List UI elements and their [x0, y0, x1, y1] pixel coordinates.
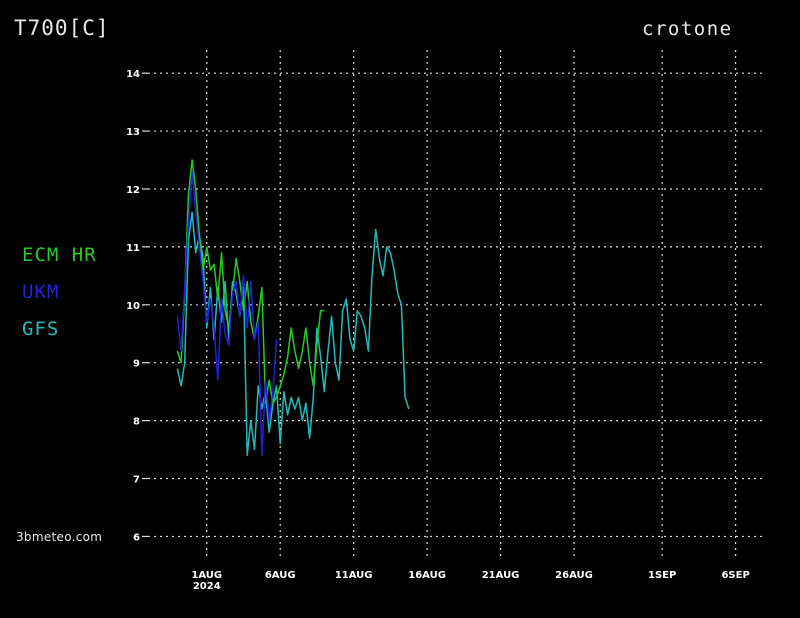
watermark: 3bmeteo.com: [16, 530, 103, 544]
x-tick-label: 21AUG: [482, 570, 520, 581]
series-line-ukm: [176, 170, 278, 457]
chart-title: T700[C]: [14, 16, 110, 40]
series-line-ecm-hr: [176, 159, 325, 404]
legend: ECM HR UKM GFS: [22, 240, 97, 351]
y-tick-label: 6: [133, 532, 140, 543]
y-tick-label: 9: [133, 359, 140, 370]
legend-item-ukm: UKM: [22, 281, 60, 303]
x-tick-label: 6SEP: [721, 570, 749, 581]
x-tick-label: 1AUG: [191, 570, 222, 581]
x-tick-label: 16AUG: [408, 570, 446, 581]
legend-item-gfs: GFS: [22, 318, 60, 340]
y-tick-label: 13: [126, 127, 140, 138]
y-tick-label: 7: [133, 475, 140, 486]
legend-item-ecm: ECM HR: [22, 244, 97, 266]
location-name: crotone: [642, 18, 733, 40]
series-line-gfs: [176, 211, 410, 457]
x-tick-label: 6AUG: [265, 570, 296, 581]
x-tick-label: 26AUG: [555, 570, 593, 581]
y-tick-label: 8: [133, 417, 140, 428]
y-tick-label: 10: [126, 301, 140, 312]
x-tick-sublabel: 2024: [193, 581, 221, 592]
y-tick-label: 12: [126, 185, 140, 196]
x-tick-label: 1SEP: [648, 570, 676, 581]
y-tick-label: 11: [126, 243, 140, 254]
x-tick-label: 11AUG: [335, 570, 373, 581]
y-tick-label: 14: [126, 69, 140, 80]
